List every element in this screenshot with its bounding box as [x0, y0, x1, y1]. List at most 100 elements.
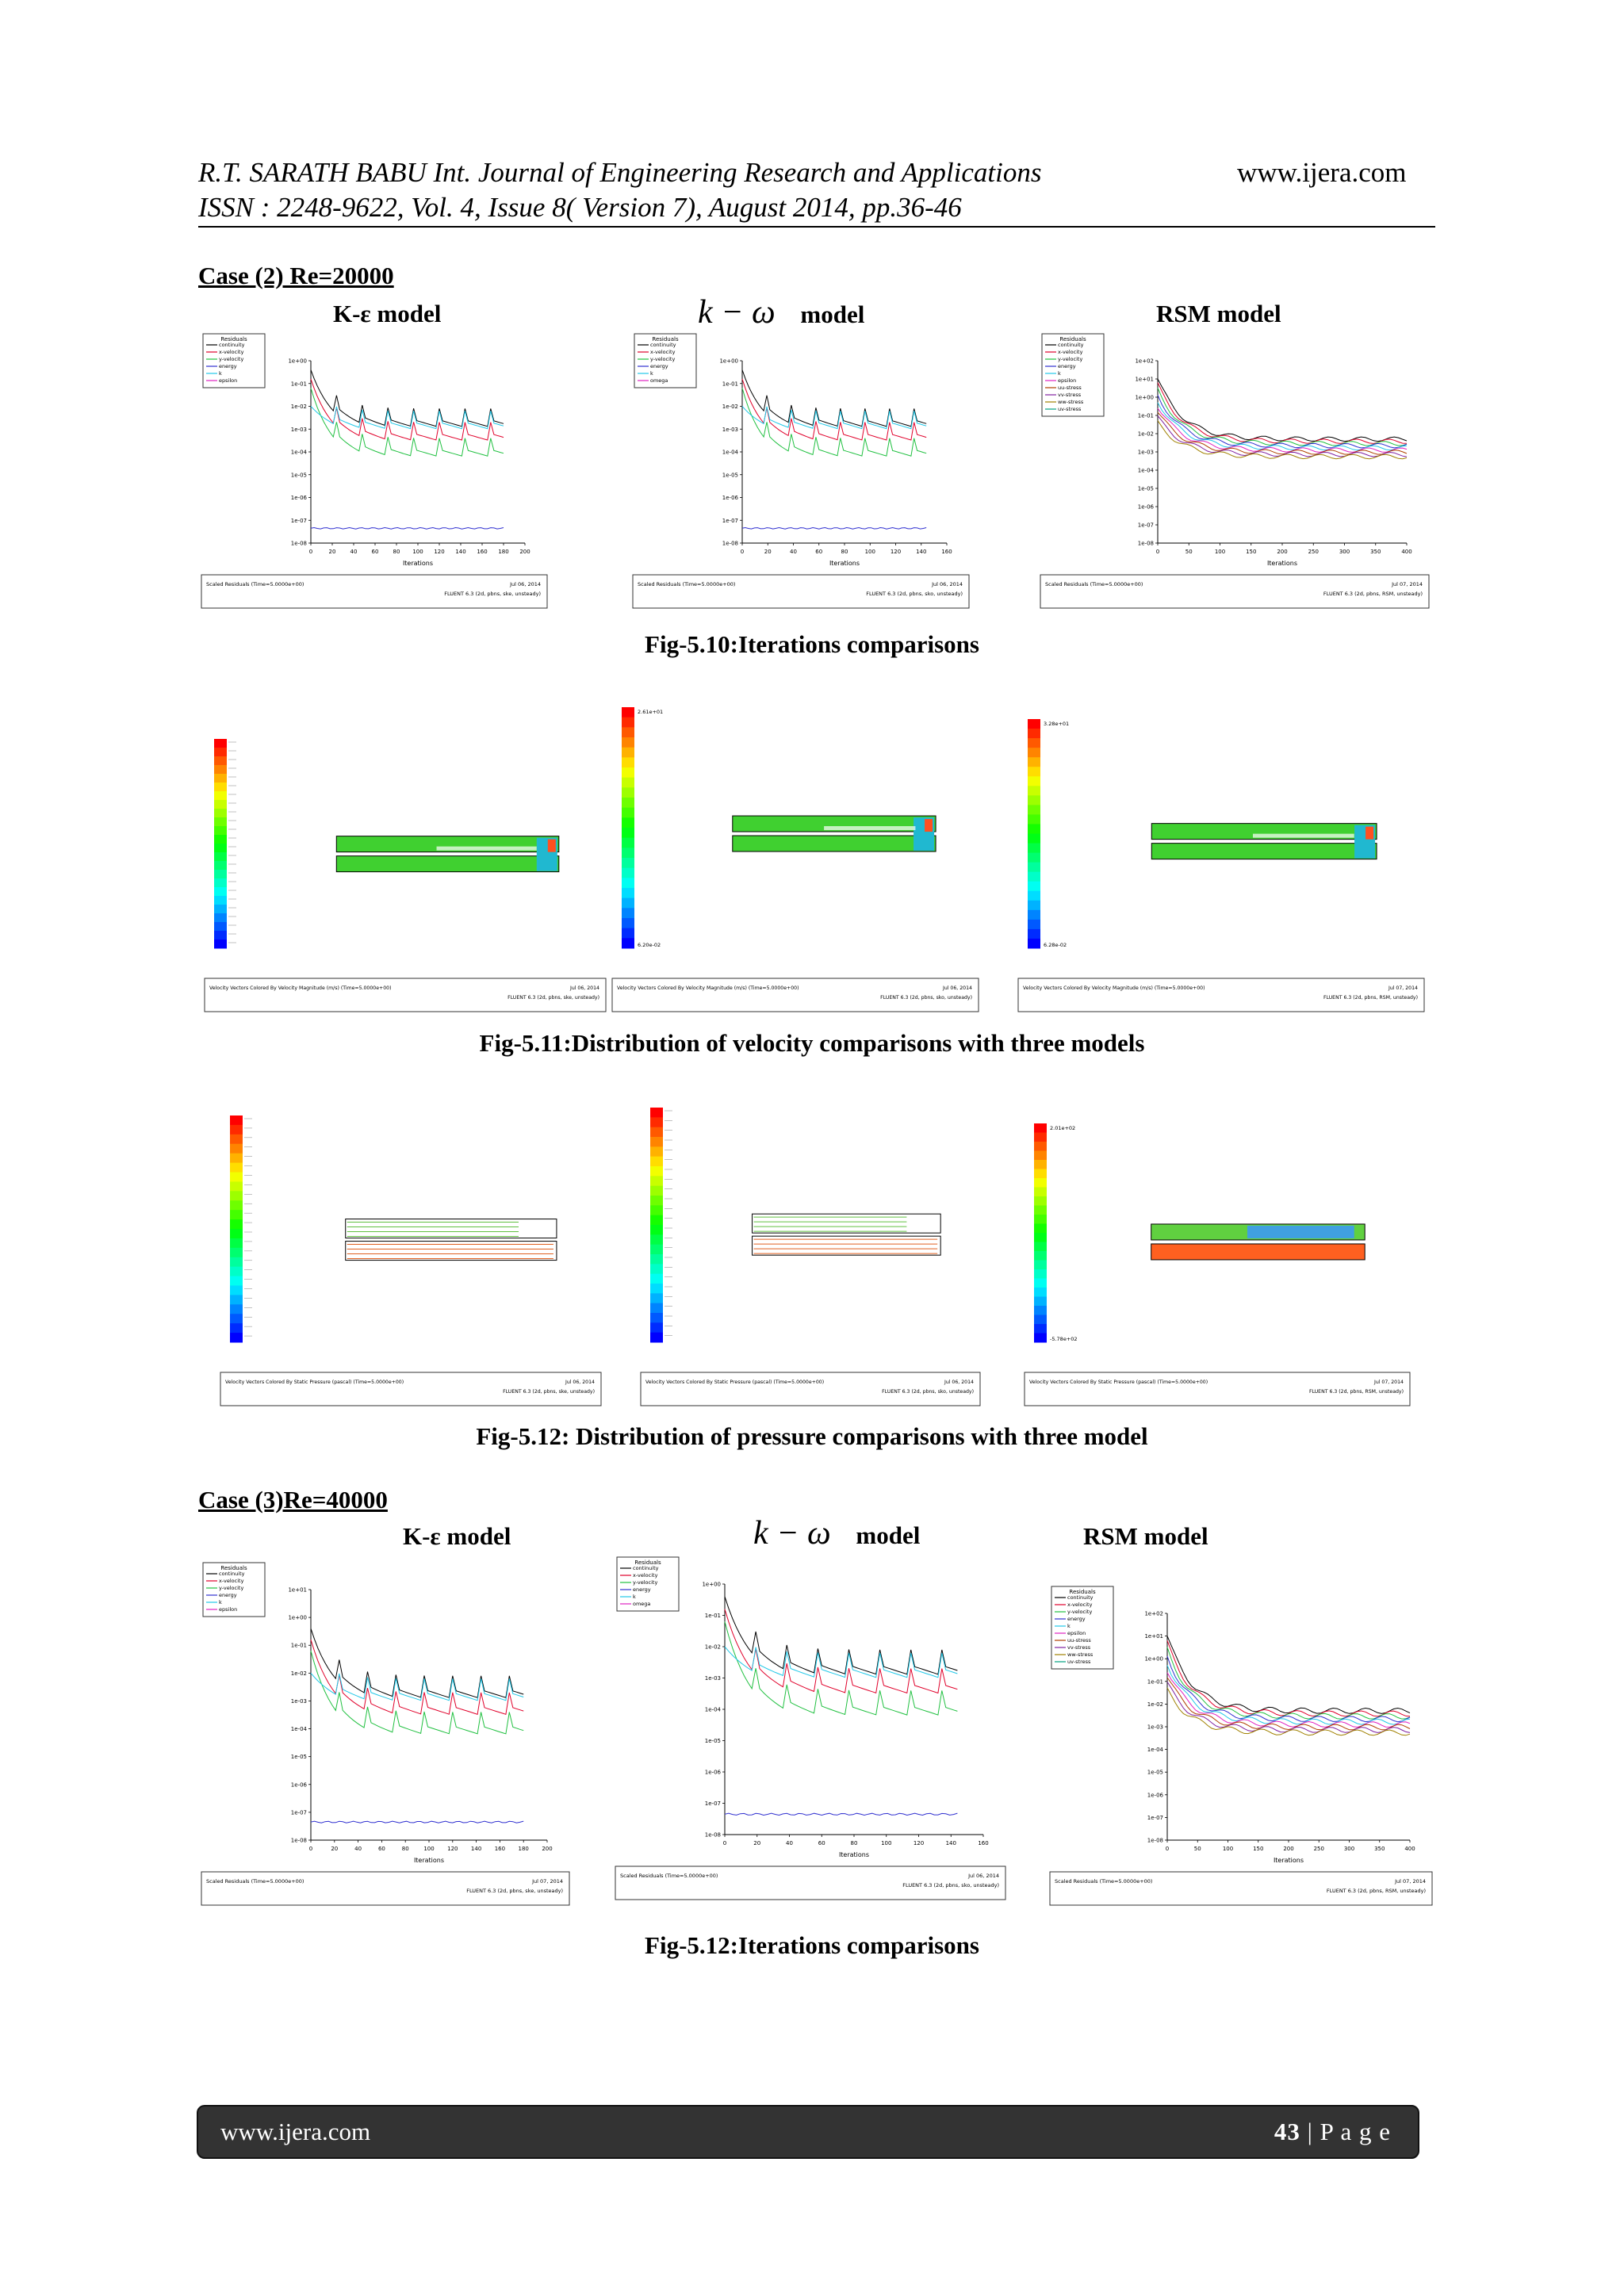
x-tick-label: 250	[1314, 1846, 1324, 1852]
colorbar-cell	[214, 861, 227, 871]
contour-svg: Velocity Vectors Colored By Static Press…	[220, 1115, 602, 1406]
legend-box	[1041, 333, 1105, 417]
residual-series	[724, 1621, 958, 1716]
residual-series	[1166, 1687, 1411, 1736]
legend-title: Residuals	[634, 1559, 661, 1566]
colorbar-cell	[1028, 862, 1040, 873]
caption-strip	[1040, 574, 1430, 609]
residual-series	[741, 526, 927, 530]
colorbar-cell	[622, 737, 634, 748]
x-axis-label: Iterations	[1274, 1857, 1304, 1864]
colorbar-cell	[1034, 1142, 1047, 1151]
colorbar-cell	[214, 939, 227, 949]
colorbar-cell	[622, 888, 634, 899]
y-tick-label: 1e-02	[722, 404, 738, 410]
pressure-contour-kw: Velocity Vectors Colored By Static Press…	[639, 1098, 982, 1420]
journal-header-line1: R.T. SARATH BABU Int. Journal of Enginee…	[198, 157, 1042, 188]
legend-entry: k	[219, 370, 222, 377]
legend-entry: x-velocity	[650, 349, 676, 355]
legend-entry: x-velocity	[219, 349, 244, 355]
fig-5-12-caption: Fig-5.12: Distribution of pressure compa…	[476, 1422, 1148, 1450]
colorbar-cell	[650, 1205, 663, 1216]
legend-title: Residuals	[220, 1565, 247, 1571]
colorbar-cell	[1028, 729, 1040, 739]
colorbar-cell	[214, 739, 227, 748]
contour-svg: Velocity Vectors Colored By Velocity Mag…	[204, 739, 607, 1012]
y-tick-label: 1e-07	[1138, 522, 1154, 529]
fluent-label: FLUENT 6.3 (2d, pbns, sko, unsteady)	[882, 1389, 974, 1395]
colorbar-cell	[622, 787, 634, 798]
date-label: Jul 06, 2014	[509, 581, 541, 587]
y-tick-label: 1e-06	[705, 1770, 722, 1776]
colorbar-cell	[650, 1234, 663, 1246]
colorbar-cell	[1028, 795, 1040, 806]
caption-strip	[201, 574, 548, 609]
residual-series	[1166, 1677, 1411, 1731]
colorbar-cell	[1034, 1251, 1047, 1261]
y-tick-label: 1e-01	[291, 1643, 307, 1649]
scaled-residuals-label: Scaled Residuals (Time=5.0000e+00)	[1055, 1878, 1152, 1885]
x-tick-label: 200	[1277, 549, 1287, 555]
x-tick-label: 120	[891, 549, 901, 555]
colorbar-cell	[1028, 919, 1040, 930]
colorbar-cell	[214, 809, 227, 818]
colorbar-cell	[214, 748, 227, 757]
legend-entry: uu-stress	[1058, 385, 1082, 391]
y-tick-label: 1e-02	[1138, 431, 1154, 438]
vortex-strip	[1252, 833, 1354, 838]
journal-header-line2: ISSN : 2248-9622, Vol. 4, Issue 8( Versi…	[198, 192, 962, 223]
x-axis-label: Iterations	[839, 1851, 869, 1858]
residual-svg: Residualscontinuityx-velocityy-velocitye…	[201, 333, 548, 609]
date-label: Jul 07, 2014	[1391, 581, 1423, 587]
residual-series	[1157, 408, 1408, 453]
y-tick-label: 1e+00	[719, 358, 738, 365]
y-tick-label: 1e-06	[1138, 504, 1155, 511]
colorbar-cell	[1028, 833, 1040, 844]
colorbar-cell	[650, 1244, 663, 1255]
residual-series	[741, 378, 927, 441]
y-tick-label: 1e-06	[722, 495, 739, 501]
fig-5-11-caption: Fig-5.11:Distribution of velocity compar…	[479, 1029, 1145, 1057]
colorbar-cell	[650, 1117, 663, 1128]
y-tick-label: 1e-02	[291, 404, 307, 410]
colorbar-cell	[230, 1285, 243, 1295]
x-tick-label: 100	[865, 549, 875, 555]
contour-caption: Velocity Vectors Colored By Static Press…	[645, 1380, 824, 1385]
colorbar-cell	[230, 1219, 243, 1230]
fluent-label: FLUENT 6.3 (2d, pbns, RSM, unsteady)	[1327, 1888, 1426, 1894]
residual-plot-ke-re20000: Residuals continuity x-velocity y-velocity e…	[200, 329, 549, 630]
x-axis-label: Iterations	[829, 560, 860, 567]
colorbar-cell	[1034, 1132, 1047, 1142]
colorbar-cell	[1034, 1150, 1047, 1161]
residual-series	[310, 1651, 524, 1735]
y-tick-label: 1e+00	[702, 1582, 721, 1588]
contour-caption: Velocity Vectors Colored By Velocity Mag…	[1023, 985, 1205, 991]
legend-box	[202, 333, 266, 388]
fluent-label: FLUENT 6.3 (2d, pbns, sko, unsteady)	[866, 591, 963, 597]
colorbar-cell	[650, 1254, 663, 1265]
x-tick-label: 80	[393, 549, 400, 555]
velocity-contour-kw: 2.61e+01 6.20e-02 Velocity Vectors Colored…	[611, 698, 980, 1026]
colorbar-cell	[230, 1247, 243, 1258]
x-tick-label: 100	[423, 1846, 434, 1852]
x-tick-label: 300	[1344, 1846, 1354, 1852]
y-tick-label: 1e+00	[288, 1615, 307, 1621]
y-tick-label: 1e+00	[1144, 1656, 1163, 1663]
colorbar-cell	[230, 1238, 243, 1249]
x-tick-label: 0	[1166, 1846, 1169, 1852]
y-tick-label: 1e+02	[1135, 358, 1154, 365]
colorbar-cell	[230, 1162, 243, 1173]
colorbar-cell	[214, 887, 227, 897]
colorbar-cell	[622, 807, 634, 818]
colorbar-cell	[214, 791, 227, 801]
x-tick-label: 0	[309, 549, 312, 555]
colorbar-cell	[230, 1257, 243, 1268]
residual-series	[724, 1609, 958, 1694]
legend-entry: k	[633, 1594, 636, 1600]
legend-entry: k	[1067, 1623, 1071, 1629]
colorbar-cell	[1028, 881, 1040, 892]
legend-entry: x-velocity	[1058, 349, 1083, 355]
x-tick-label: 140	[946, 1840, 956, 1846]
fluent-label: FLUENT 6.3 (2d, pbns, sko, unsteady)	[902, 1882, 999, 1888]
colorbar-cell	[214, 905, 227, 914]
